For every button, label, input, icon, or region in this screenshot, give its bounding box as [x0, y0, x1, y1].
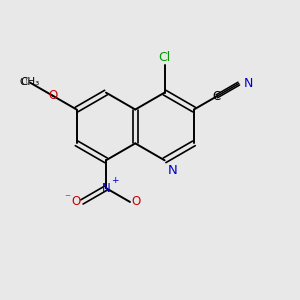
- Text: CH₃: CH₃: [20, 77, 39, 87]
- Text: N: N: [102, 182, 110, 195]
- Text: +: +: [111, 176, 119, 184]
- Text: C: C: [212, 90, 220, 103]
- Text: N: N: [244, 77, 253, 90]
- Text: ⁻: ⁻: [64, 192, 71, 205]
- Text: O: O: [17, 76, 26, 89]
- Text: N: N: [168, 164, 178, 177]
- Text: O: O: [29, 82, 30, 83]
- Text: O: O: [20, 77, 27, 87]
- Text: Cl: Cl: [158, 51, 171, 64]
- Text: O: O: [49, 89, 58, 102]
- Text: O: O: [131, 196, 141, 208]
- Text: O: O: [71, 196, 80, 208]
